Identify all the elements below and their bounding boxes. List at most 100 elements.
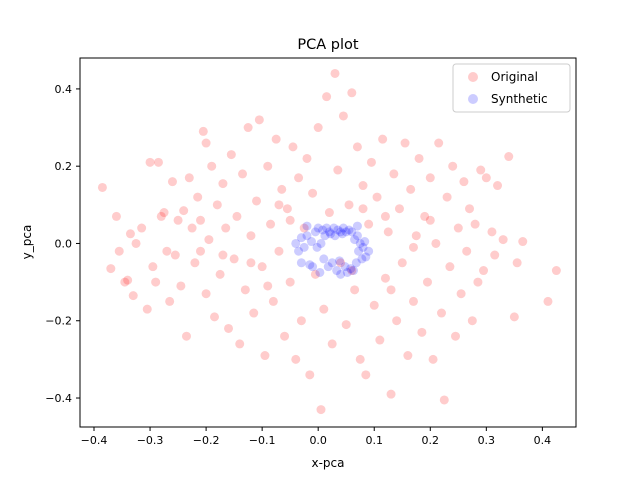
original-point (218, 250, 228, 260)
synthetic-point (323, 262, 333, 272)
original-point (173, 215, 183, 225)
synthetic-point (338, 223, 348, 233)
synthetic-point (334, 256, 344, 266)
synthetic-point (341, 227, 351, 237)
original-point (221, 223, 231, 233)
original-point (327, 339, 337, 349)
original-point (431, 238, 441, 248)
synthetic-point (299, 242, 309, 252)
original-point (330, 68, 340, 78)
original-point (106, 264, 116, 274)
x-tick-label: 0.0 (309, 434, 327, 447)
original-point (252, 196, 262, 206)
original-point (232, 211, 242, 221)
synthetic-point (313, 223, 323, 233)
original-point (347, 266, 357, 276)
original-point (490, 250, 500, 260)
synthetic-point (332, 266, 342, 276)
synthetic-point (320, 231, 330, 241)
original-point (226, 150, 236, 160)
synthetic-point (291, 238, 301, 248)
original-point (341, 320, 351, 330)
original-point (383, 227, 393, 237)
original-point (319, 304, 329, 314)
original-point (308, 188, 318, 198)
original-point (380, 211, 390, 221)
original-point (274, 200, 284, 210)
original-point (518, 237, 528, 247)
original-point (120, 277, 130, 287)
original-point (344, 200, 354, 210)
synthetic-point (316, 238, 326, 248)
original-point (137, 223, 147, 233)
original-point (456, 289, 466, 299)
original-point (257, 262, 267, 272)
original-point (145, 157, 155, 167)
synthetic-point (358, 242, 368, 252)
original-point (291, 354, 301, 364)
original-point (543, 296, 553, 306)
original-point (386, 285, 396, 295)
original-point (285, 277, 295, 287)
original-point (224, 323, 234, 333)
x-tick-label: 0.4 (534, 434, 552, 447)
synthetic-point (351, 258, 361, 268)
synthetic-point (346, 264, 356, 274)
original-point (425, 215, 435, 225)
legend-box (452, 63, 571, 113)
original-point (459, 177, 469, 187)
original-point (196, 246, 205, 256)
x-tick-label: −0.4 (81, 434, 108, 447)
original-point (453, 223, 463, 233)
original-point (408, 296, 418, 306)
synthetic-point (324, 227, 334, 237)
original-point (128, 291, 138, 301)
synthetic-point (364, 246, 374, 256)
original-point (184, 173, 194, 183)
original-point (280, 331, 290, 341)
synthetic-point (352, 231, 362, 241)
synthetic-point (308, 262, 318, 272)
original-point (114, 246, 124, 256)
original-point (445, 262, 455, 272)
original-point (386, 389, 396, 399)
original-point (338, 111, 348, 121)
original-point (350, 285, 360, 295)
original-point (333, 165, 343, 175)
original-point (358, 204, 368, 214)
original-point (282, 204, 292, 214)
synthetic-point (296, 258, 306, 268)
original-point (260, 351, 270, 361)
original-point (498, 235, 508, 245)
original-point (246, 258, 256, 268)
original-point (201, 138, 211, 148)
original-point (212, 200, 222, 210)
original-point (347, 88, 357, 98)
original-point (372, 192, 382, 202)
original-point (215, 269, 225, 279)
original-point (271, 134, 281, 144)
original-point (375, 335, 385, 345)
y-tick-label: −0.2 (45, 315, 72, 328)
synthetic-point (329, 223, 339, 233)
synthetic-point (305, 260, 315, 270)
original-point (167, 177, 177, 187)
synthetic-point (349, 266, 358, 276)
original-point (263, 281, 273, 291)
original-point (285, 215, 295, 225)
original-point (148, 262, 158, 272)
original-point (302, 153, 312, 163)
original-point (181, 331, 191, 341)
axes-frame (79, 57, 577, 428)
synthetic-point (315, 267, 325, 277)
legend-label-original: Original (491, 70, 538, 84)
original-point (204, 235, 214, 245)
y-tick-label: 0.4 (55, 83, 73, 96)
synthetic-point (344, 225, 354, 235)
original-point (310, 269, 320, 279)
original-point (254, 115, 264, 125)
original-point (442, 192, 452, 202)
original-point (246, 231, 256, 241)
legend-marker-original (468, 72, 478, 82)
original-point (97, 182, 107, 192)
